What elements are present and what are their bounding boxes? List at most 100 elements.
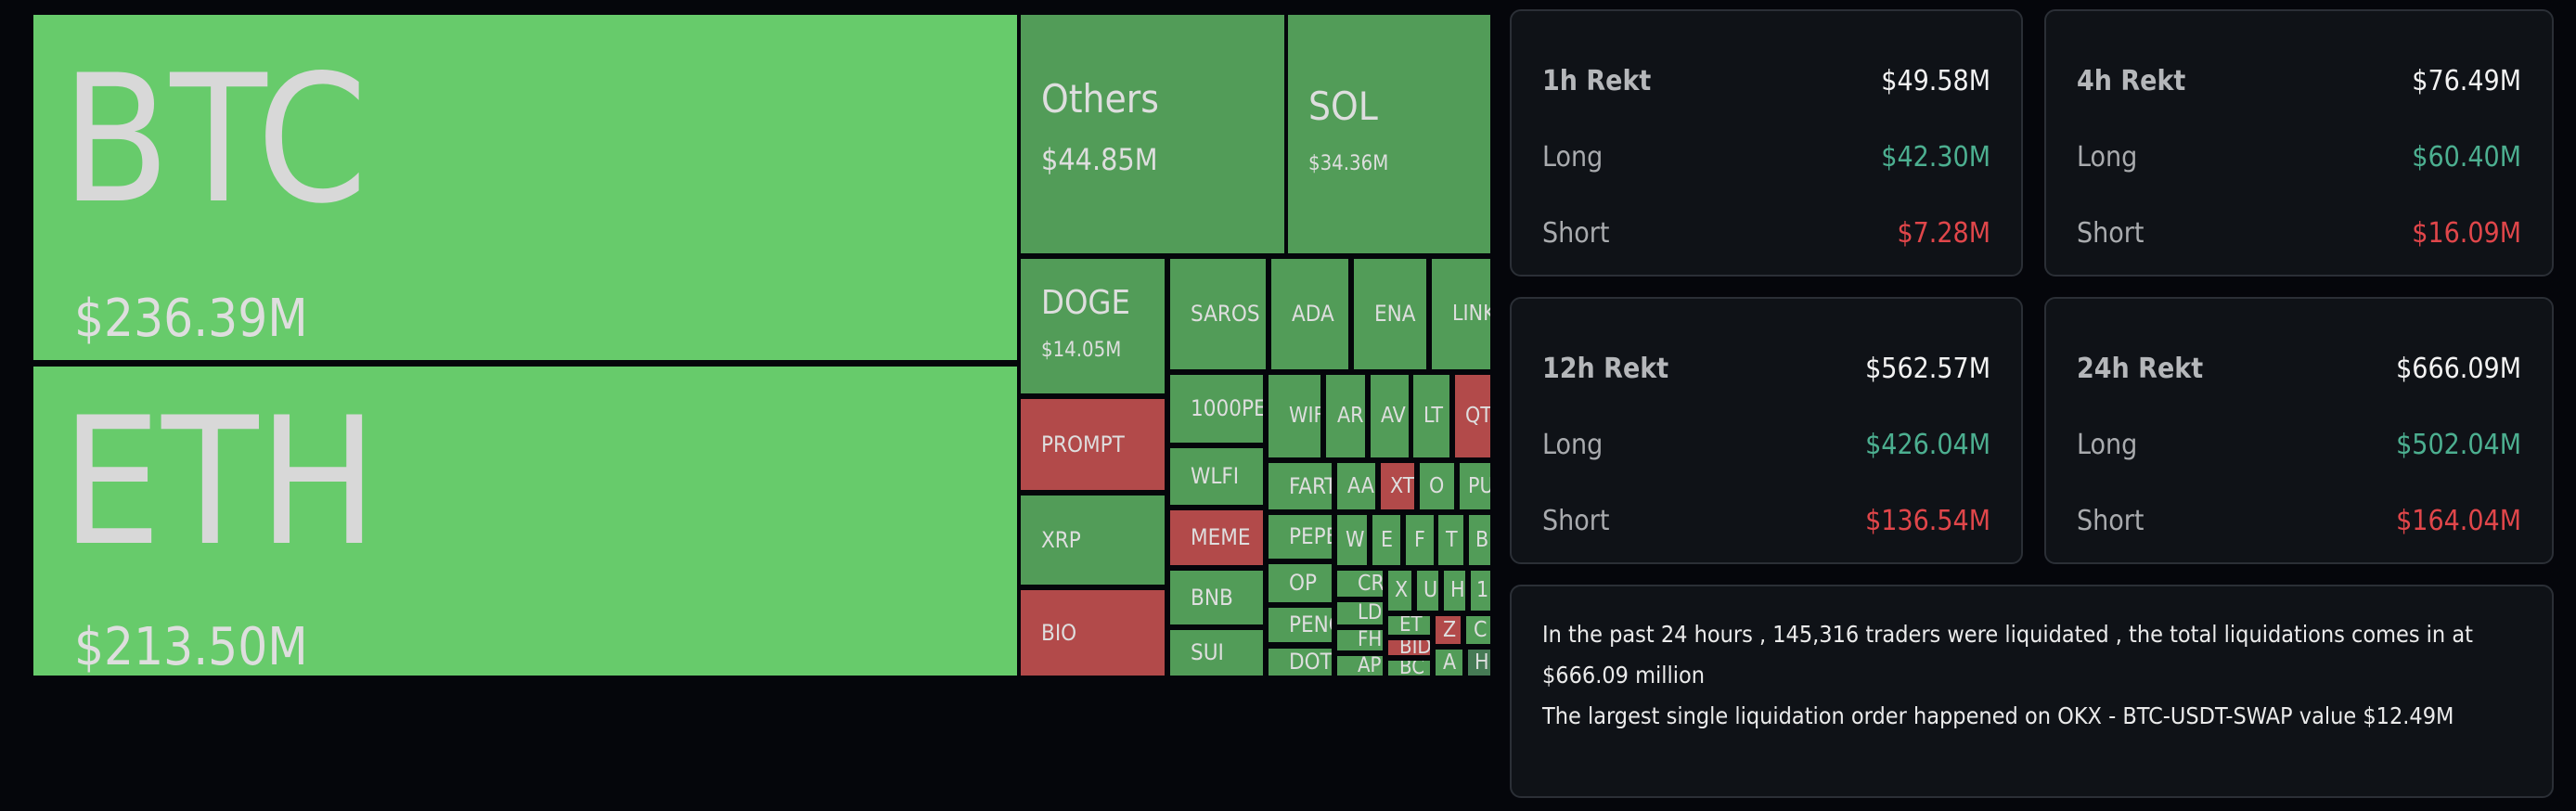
tile-symbol: FART xyxy=(1289,473,1333,499)
treemap-tile-sui[interactable]: SUI xyxy=(1168,628,1265,677)
tile-symbol: PU xyxy=(1468,474,1492,498)
long-row: Long $42.30M xyxy=(1542,141,1990,174)
treemap-tile-bc[interactable]: BC xyxy=(1386,659,1432,677)
row-value: $562.57M xyxy=(1865,353,1990,385)
treemap-tile-bio[interactable]: BIO xyxy=(1019,588,1166,677)
tile-symbol: W xyxy=(1346,528,1365,552)
treemap-tile-o[interactable]: O xyxy=(1418,461,1456,511)
row-value: $502.04M xyxy=(2396,429,2521,461)
treemap-tile-bnb[interactable]: BNB xyxy=(1168,569,1265,626)
tile-symbol: ETH xyxy=(61,380,378,585)
treemap-tile-1[interactable]: 1 xyxy=(1469,569,1492,612)
treemap-tile-ldo[interactable]: LDO xyxy=(1335,600,1385,626)
treemap-tile-f[interactable]: F xyxy=(1404,513,1436,567)
tile-symbol: OP xyxy=(1289,570,1318,596)
treemap-tile-dot[interactable]: DOT xyxy=(1267,647,1333,677)
treemap-tile-saros[interactable]: SAROS xyxy=(1168,257,1268,371)
row-label: Short xyxy=(1542,505,1610,537)
treemap-tile-et[interactable]: ET xyxy=(1386,614,1432,637)
treemap-tile-h[interactable]: H xyxy=(1442,569,1467,612)
short-row: Short $7.28M xyxy=(1542,217,1990,250)
short-row: Short $136.54M xyxy=(1542,505,1990,537)
rekt-card-12h: 12h Rekt $562.57M Long $426.04M Short $136.54… xyxy=(1510,297,2023,564)
row-label: Short xyxy=(2077,217,2145,250)
treemap-tile-link[interactable]: LINK xyxy=(1430,257,1492,371)
treemap-tile-qt[interactable]: QT xyxy=(1453,373,1492,459)
row-label: Short xyxy=(1542,217,1610,250)
tile-symbol: Others xyxy=(1041,76,1159,122)
treemap-tile-wlfi[interactable]: WLFI xyxy=(1168,446,1265,507)
treemap-tile-api[interactable]: API xyxy=(1335,654,1385,677)
treemap-tile-w[interactable]: W xyxy=(1335,513,1369,567)
treemap-tile-z[interactable]: Z xyxy=(1434,614,1462,646)
tile-symbol: BTC xyxy=(61,37,367,242)
treemap-tile-aa[interactable]: AA xyxy=(1335,461,1377,511)
treemap-tile-e[interactable]: E xyxy=(1371,513,1402,567)
treemap-tile-pu[interactable]: PU xyxy=(1458,461,1492,511)
tile-symbol: LDO xyxy=(1358,601,1383,624)
treemap-tile-fart[interactable]: FART xyxy=(1267,461,1333,511)
tile-symbol: F xyxy=(1414,528,1425,552)
treemap-tile-op[interactable]: OP xyxy=(1267,562,1333,604)
treemap-tile-meme[interactable]: MEME xyxy=(1168,508,1265,567)
tile-symbol: XT xyxy=(1390,474,1415,498)
treemap-tile-pepe[interactable]: PEPE xyxy=(1267,513,1333,560)
rekt-card-4h: 4h Rekt $76.49M Long $60.40M Short $16.09M xyxy=(2044,9,2554,277)
treemap-tile-bid[interactable]: BID xyxy=(1386,638,1432,657)
row-value: $76.49M xyxy=(2412,65,2521,97)
tile-symbol: O xyxy=(1429,474,1445,498)
treemap-tile-eth[interactable]: ETH $213.50M xyxy=(32,365,1019,677)
row-label: Long xyxy=(2077,141,2138,174)
treemap-tile-xrp[interactable]: XRP xyxy=(1019,494,1166,586)
tile-symbol: BIO xyxy=(1041,620,1077,646)
tile-symbol: FHE xyxy=(1358,628,1383,651)
tile-value: $44.85M xyxy=(1041,142,1158,177)
tile-symbol: XRP xyxy=(1041,527,1081,553)
tile-symbol: DOT xyxy=(1289,649,1333,675)
summary-total-text: In the past 24 hours , 145,316 traders w… xyxy=(1542,621,2473,689)
tile-symbol: 1000PEPE xyxy=(1191,395,1265,421)
total-row: 12h Rekt $562.57M xyxy=(1542,353,1990,385)
short-row: Short $164.04M xyxy=(2077,505,2521,537)
tile-symbol: SUI xyxy=(1191,639,1224,665)
treemap-tile-u[interactable]: U xyxy=(1415,569,1440,612)
row-value: $426.04M xyxy=(1865,429,1990,461)
tile-symbol: B xyxy=(1475,528,1489,552)
tile-symbol: SOL xyxy=(1308,84,1378,129)
tile-symbol: PEPE xyxy=(1289,523,1333,549)
treemap-tile-peng[interactable]: PENG xyxy=(1267,606,1333,644)
treemap-tile-t[interactable]: T xyxy=(1436,513,1465,567)
treemap-tile-sol[interactable]: SOL $34.36M xyxy=(1286,13,1492,255)
treemap-tile-h[interactable]: H xyxy=(1466,648,1492,677)
treemap-tile-others[interactable]: Others $44.85M xyxy=(1019,13,1286,255)
treemap-tile-wif[interactable]: WIF xyxy=(1267,373,1322,459)
tile-symbol: H xyxy=(1475,650,1489,675)
treemap-tile-fhe[interactable]: FHE xyxy=(1335,628,1385,652)
treemap-tile-b[interactable]: B xyxy=(1467,513,1492,567)
treemap-tile-ena[interactable]: ENA xyxy=(1352,257,1428,371)
treemap-tile-crv[interactable]: CRV xyxy=(1335,569,1385,599)
treemap-tile-xt[interactable]: XT xyxy=(1379,461,1416,511)
treemap-tile-prompt[interactable]: PROMPT xyxy=(1019,397,1166,492)
row-label: Long xyxy=(2077,429,2138,461)
tile-symbol: WIF xyxy=(1289,404,1322,428)
treemap-tile-c[interactable]: C xyxy=(1464,614,1492,646)
treemap-tile-ada[interactable]: ADA xyxy=(1269,257,1350,371)
treemap-tile-x[interactable]: X xyxy=(1386,569,1413,612)
total-row: 4h Rekt $76.49M xyxy=(2077,65,2521,97)
total-row: 1h Rekt $49.58M xyxy=(1542,65,1990,97)
tile-value: $236.39M xyxy=(74,289,308,349)
treemap-tile-doge[interactable]: DOGE $14.05M xyxy=(1019,257,1166,395)
row-label: Long xyxy=(1542,141,1604,174)
treemap-tile-ar[interactable]: AR xyxy=(1324,373,1367,459)
treemap-tile-btc[interactable]: BTC $236.39M xyxy=(32,13,1019,362)
tile-symbol: PROMPT xyxy=(1041,431,1125,457)
treemap-tile-1000pepe[interactable]: 1000PEPE xyxy=(1168,373,1265,444)
tile-symbol: CRV xyxy=(1358,572,1384,596)
treemap-tile-a[interactable]: A xyxy=(1434,648,1464,677)
treemap-tile-lt[interactable]: LT xyxy=(1411,373,1451,459)
tile-symbol: DOGE xyxy=(1041,284,1130,322)
liquidation-summary-card: In the past 24 hours , 145,316 traders w… xyxy=(1510,585,2554,798)
row-value: $136.54M xyxy=(1865,505,1990,537)
treemap-tile-av[interactable]: AV xyxy=(1369,373,1410,459)
